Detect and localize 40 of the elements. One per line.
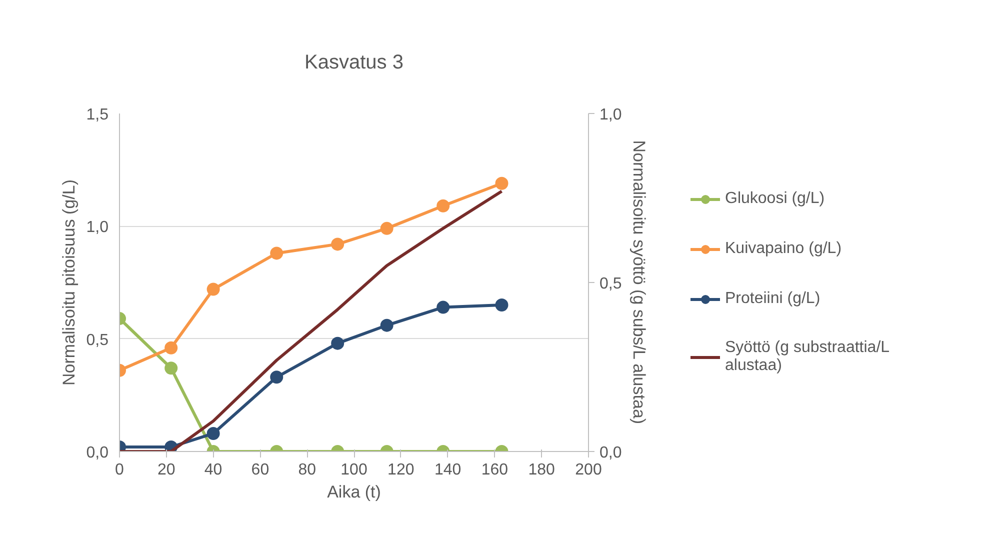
point [270, 246, 284, 260]
point [380, 222, 394, 235]
y-axis-title: Normalisoitu pitoisuus (g/L) [59, 180, 78, 386]
y-tick-label: 1,5 [86, 106, 109, 124]
x-axis-title: Aika (t) [327, 482, 381, 502]
point [270, 370, 284, 384]
x-tick-label: 180 [528, 462, 556, 478]
x-tick-label: 0 [115, 462, 124, 478]
x-tick-label: 80 [298, 462, 316, 478]
point [495, 298, 508, 312]
y-tick-label: 0,0 [86, 444, 109, 462]
y2-tick-label: 1,0 [600, 106, 622, 124]
chart-title: Kasvatus 3 [304, 52, 404, 74]
point [331, 238, 344, 251]
point [436, 300, 450, 314]
point [380, 318, 394, 332]
x-tick-label: 60 [251, 462, 270, 478]
y-tick-label: 1,0 [86, 219, 109, 236]
line-series [120, 190, 504, 452]
point [206, 426, 220, 440]
y2-tick-label: 0,5 [600, 276, 622, 292]
legend-label: Proteiini (g/L) [725, 290, 820, 308]
y2-axis-title: Normalisoitu syöttö (g subs/L alustaa) [630, 140, 649, 424]
point [206, 282, 220, 296]
y-tick-label: 0,5 [86, 332, 109, 349]
x-tick-label: 160 [481, 462, 508, 478]
point [436, 199, 450, 212]
x-tick-label: 200 [575, 462, 602, 478]
x-tick-label: 40 [204, 462, 222, 478]
point [495, 176, 508, 190]
legend-label: Kuivapaino (g/L) [725, 240, 842, 258]
y2-tick-label: 0,0 [600, 444, 622, 462]
x-tick-label: 120 [388, 462, 414, 478]
x-tick-label: 100 [340, 462, 368, 478]
legend-label: Glukoosi (g/L) [725, 190, 825, 208]
x-tick-label: 20 [158, 462, 176, 478]
x-tick-label: 140 [434, 462, 462, 478]
legend-label: Syöttö (g substraattia/L alustaa) [725, 339, 890, 375]
point [164, 341, 178, 354]
point [331, 336, 344, 350]
